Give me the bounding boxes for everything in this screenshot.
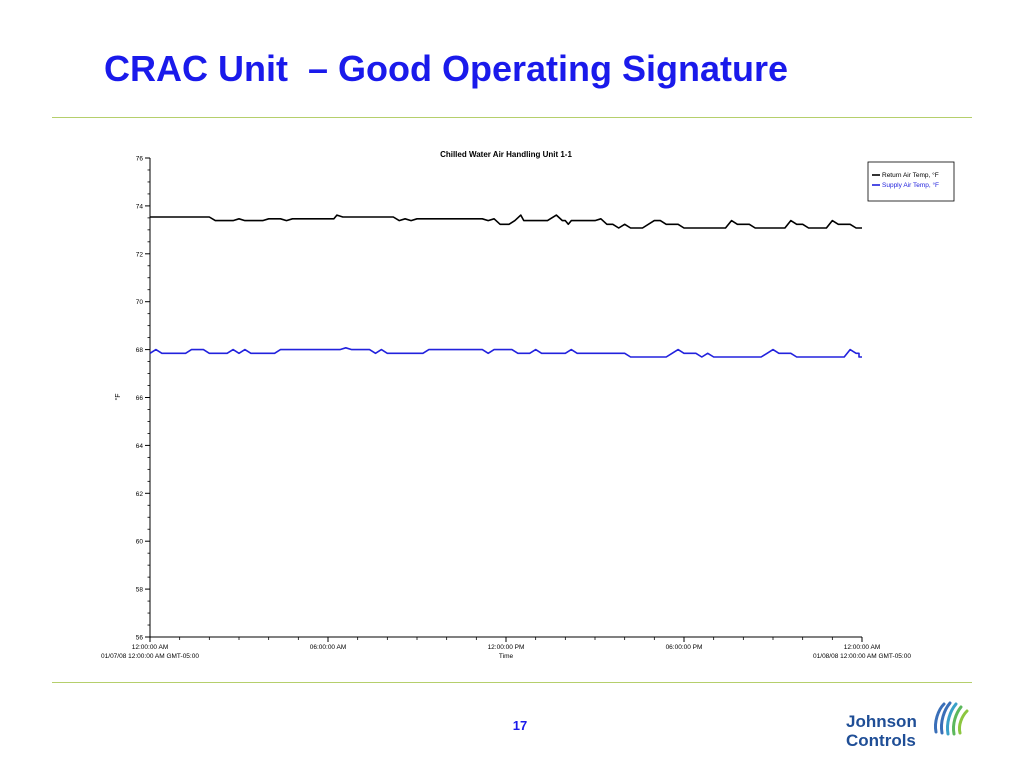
- x-tick-label: 06:00:00 AM: [310, 644, 347, 651]
- logo-line-1: Johnson: [846, 712, 917, 731]
- chart-legend: Return Air Temp, °F Supply Air Temp, °F: [867, 161, 955, 202]
- top-divider: [52, 117, 972, 118]
- y-tick-label: 74: [136, 203, 144, 210]
- y-axis-ticks: 76 74 72 70 68 66 64 62 60 58 56: [136, 156, 150, 642]
- y-axis-label: °F: [114, 393, 122, 400]
- y-tick-label: 72: [136, 251, 144, 258]
- line-chart: Chilled Water Air Handling Unit 1-1 °F 7…: [101, 150, 955, 660]
- logo-line-2: Controls: [846, 731, 916, 750]
- return-air-temp-line: [150, 214, 862, 229]
- legend-entry: Supply Air Temp, °F: [882, 181, 939, 189]
- chart-area: Chilled Water Air Handling Unit 1-1 °F 7…: [101, 150, 955, 660]
- y-tick-label: 60: [136, 539, 144, 546]
- y-tick-label: 62: [136, 491, 144, 498]
- bottom-divider: [52, 682, 972, 683]
- x-tick-label: 06:00:00 PM: [666, 644, 703, 651]
- johnson-controls-logo-icon: [934, 701, 969, 736]
- chart-title: Chilled Water Air Handling Unit 1-1: [440, 150, 572, 159]
- series-layer: [149, 214, 862, 358]
- y-tick-label: 56: [136, 635, 144, 642]
- legend-box: [867, 161, 955, 202]
- x-tick-label: 12:00:00 AM: [132, 644, 169, 651]
- y-tick-label: 68: [136, 347, 144, 354]
- y-tick-label: 66: [136, 395, 144, 402]
- slide-title: CRAC Unit – Good Operating Signature: [104, 48, 789, 89]
- legend-entry: Return Air Temp, °F: [882, 171, 939, 179]
- supply-air-temp-line: [149, 346, 862, 358]
- x-tick-label: 12:00:00 PM: [488, 644, 525, 651]
- logo-wordmark: Johnson Controls: [846, 712, 917, 750]
- y-tick-label: 64: [136, 443, 144, 450]
- y-tick-label: 76: [136, 156, 144, 163]
- x-axis-ticks: 12:00:00 AM 01/07/08 12:00:00 AM GMT-05:0…: [101, 637, 911, 660]
- y-tick-label: 58: [136, 587, 144, 594]
- x-tick-date-label: 01/08/08 12:00:00 AM GMT-05:00: [813, 653, 911, 660]
- page-number: 17: [512, 718, 528, 733]
- x-axis-label: Time: [499, 653, 514, 660]
- y-tick-label: 70: [136, 299, 144, 306]
- johnson-controls-logo: Johnson Controls: [846, 700, 976, 756]
- x-tick-label: 12:00:00 AM: [844, 644, 881, 651]
- x-tick-date-label: 01/07/08 12:00:00 AM GMT-05:00: [101, 653, 199, 660]
